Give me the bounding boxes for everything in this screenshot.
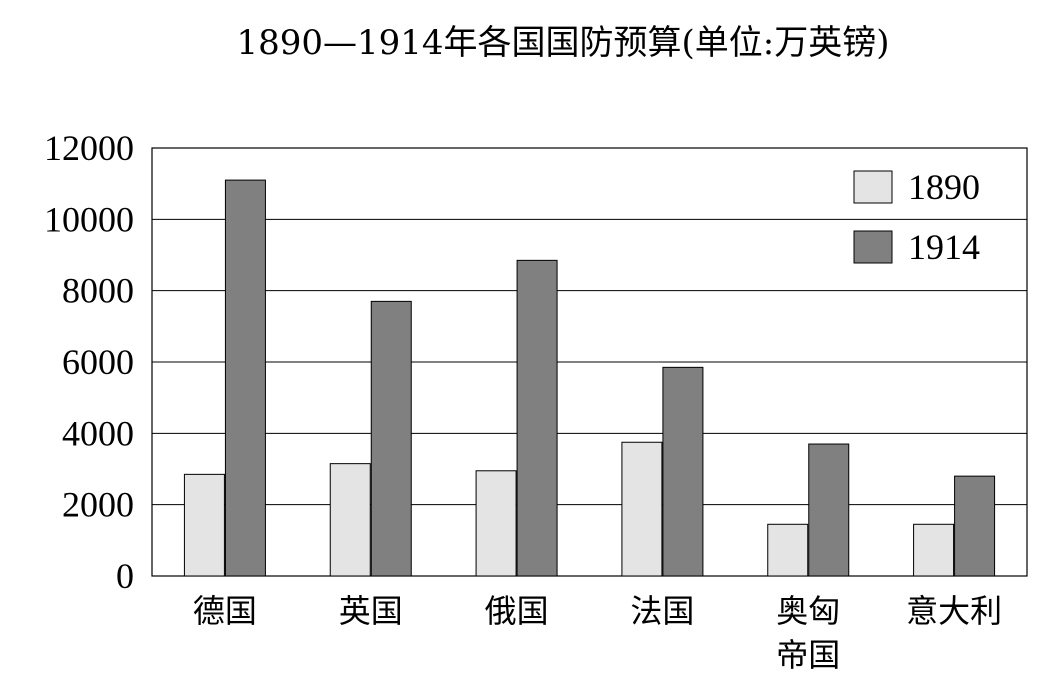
legend-swatch [853, 170, 893, 204]
bar-1914-5 [954, 475, 996, 577]
legend-swatch [853, 230, 893, 264]
bar-1890-4 [767, 523, 809, 577]
y-tick-label: 12000 [44, 128, 134, 168]
y-tick-label: 2000 [62, 485, 134, 525]
bar-1914-4 [808, 443, 850, 577]
legend-label: 1914 [908, 227, 980, 267]
bar-1914-3 [662, 366, 704, 577]
legend-label: 1890 [908, 167, 980, 207]
x-tick-label: 英国 [339, 592, 403, 630]
bar-1890-1 [329, 463, 371, 577]
y-tick-label: 0 [116, 556, 134, 596]
bar-1890-0 [183, 473, 225, 577]
x-tick-label: 帝国 [776, 636, 840, 674]
y-tick-label: 10000 [44, 199, 134, 239]
y-tick-label: 6000 [62, 342, 134, 382]
x-tick-label: 德国 [193, 592, 257, 630]
bar-1914-1 [370, 300, 412, 577]
x-tick-label: 俄国 [485, 592, 549, 630]
bar-1890-2 [475, 470, 517, 577]
y-tick-label: 4000 [62, 413, 134, 453]
y-tick-label: 8000 [62, 271, 134, 311]
bar-1914-2 [516, 259, 558, 577]
bar-1890-3 [621, 441, 663, 577]
bar-1890-5 [913, 523, 955, 577]
x-tick-label: 奥匈 [776, 592, 840, 630]
chart-title: 1890—1914年各国国防预算(单位:万英镑) [236, 23, 889, 63]
x-tick-label: 法国 [630, 592, 694, 630]
plot-frame [151, 147, 1028, 577]
x-tick-label: 意大利 [906, 592, 1002, 630]
bar-1914-0 [224, 179, 266, 577]
